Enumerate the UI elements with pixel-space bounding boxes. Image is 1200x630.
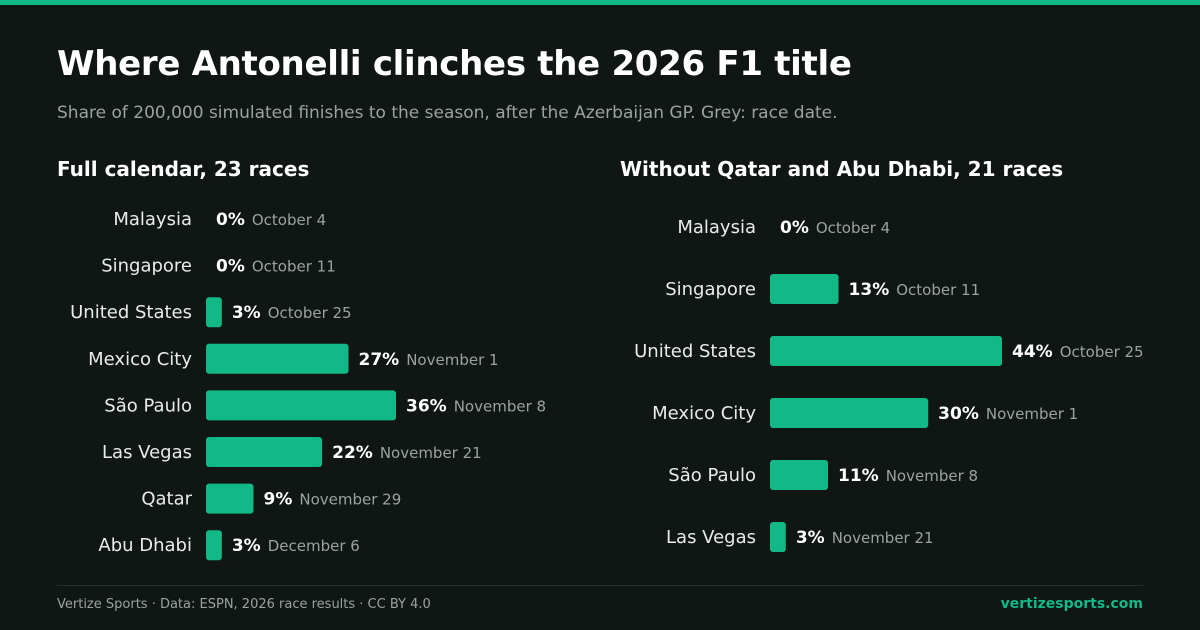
- left-value-label: 36%: [406, 396, 447, 416]
- left-date-label: October 25: [268, 304, 352, 322]
- right-category-label: Malaysia: [677, 217, 756, 238]
- left-category-label: Malaysia: [113, 209, 192, 230]
- right-value-label: 13%: [849, 280, 890, 300]
- left-category-label: São Paulo: [104, 395, 192, 416]
- left-category-label: Las Vegas: [102, 442, 192, 463]
- left-date-label: November 1: [406, 351, 498, 369]
- left-bar: [206, 530, 222, 561]
- right-bar: [770, 522, 786, 552]
- right-bar: [770, 460, 828, 490]
- right-date-label: November 1: [986, 405, 1078, 423]
- left-date-label: November 29: [299, 491, 401, 509]
- right-value-label: 11%: [838, 466, 879, 486]
- left-value-label: 27%: [359, 350, 400, 370]
- left-category-label: Singapore: [101, 256, 192, 277]
- right-bar: [770, 274, 839, 304]
- left-value-label: 0%: [216, 257, 245, 277]
- left-date-label: November 8: [454, 397, 546, 415]
- right-panel-title: Without Qatar and Abu Dhabi, 21 races: [620, 157, 1064, 181]
- page-title: Where Antonelli clinches the 2026 F1 tit…: [57, 44, 852, 84]
- right-value-label: 30%: [938, 404, 979, 424]
- left-category-label: Mexico City: [88, 349, 192, 370]
- right-date-label: October 25: [1060, 343, 1144, 361]
- right-date-label: November 21: [832, 529, 934, 547]
- footer-divider: [57, 585, 1143, 586]
- left-bar: [206, 343, 349, 374]
- left-date-label: December 6: [268, 537, 360, 555]
- right-bar: [770, 398, 929, 428]
- left-panel-title: Full calendar, 23 races: [57, 157, 310, 181]
- left-category-label: Qatar: [141, 489, 192, 510]
- right-category-label: São Paulo: [668, 465, 756, 486]
- left-category-label: United States: [70, 302, 192, 323]
- left-value-label: 3%: [232, 303, 261, 323]
- right-date-label: October 11: [896, 281, 980, 299]
- right-value-label: 0%: [780, 218, 809, 238]
- left-bar: [206, 297, 222, 328]
- left-category-label: Abu Dhabi: [98, 535, 192, 556]
- left-value-label: 3%: [232, 536, 261, 556]
- right-category-label: United States: [634, 341, 756, 362]
- right-date-label: October 4: [816, 219, 890, 237]
- left-value-label: 22%: [332, 443, 373, 463]
- left-bar: [206, 390, 396, 421]
- left-value-label: 0%: [216, 210, 245, 230]
- right-value-label: 3%: [796, 528, 825, 548]
- left-bar: [206, 437, 323, 467]
- right-category-label: Las Vegas: [666, 527, 756, 548]
- left-bar: [206, 483, 254, 514]
- right-category-label: Mexico City: [652, 403, 756, 424]
- left-date-label: October 11: [252, 258, 336, 276]
- top-accent-stripe: [0, 0, 1200, 5]
- left-value-label: 9%: [264, 490, 293, 510]
- right-date-label: November 8: [886, 467, 978, 485]
- footer-site-link[interactable]: vertizesports.com: [1000, 596, 1143, 612]
- left-date-label: October 4: [252, 211, 326, 229]
- page-subtitle: Share of 200,000 simulated finishes to t…: [57, 103, 838, 123]
- right-category-label: Singapore: [665, 279, 756, 300]
- right-value-label: 44%: [1012, 342, 1053, 362]
- left-date-label: November 21: [380, 444, 482, 462]
- right-bar: [770, 336, 1002, 366]
- footer-credit: Vertize Sports · Data: ESPN, 2026 race r…: [57, 597, 431, 612]
